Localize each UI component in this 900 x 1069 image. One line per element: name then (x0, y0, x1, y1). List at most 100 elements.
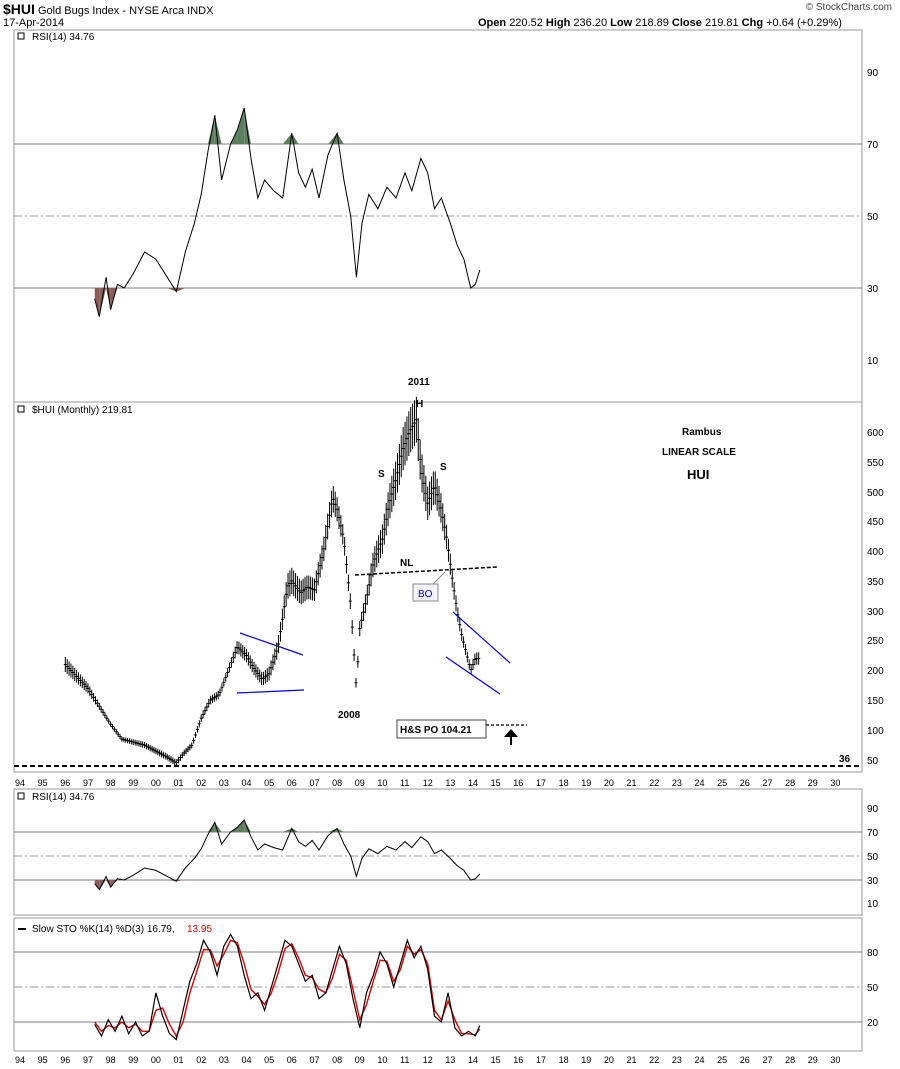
rsi-bottom-tick: 30 (867, 876, 879, 887)
x-axis-tick: 26 (740, 1055, 750, 1065)
price-tick: 150 (867, 696, 884, 707)
price-tick: 300 (867, 607, 884, 618)
sto-tick: 50 (867, 983, 879, 994)
x-axis-tick: 01 (174, 1055, 184, 1065)
x-axis-tick: 17 (536, 778, 546, 788)
x-axis-tick: 29 (808, 778, 818, 788)
sto-k-line (94, 933, 481, 1041)
close-label: Close (671, 17, 702, 29)
rsi-bottom-tick: 50 (867, 852, 879, 863)
x-axis-tick: 14 (468, 778, 478, 788)
rsi-overbought-fill (328, 133, 338, 144)
x-axis-bottom: 94 95 96 97 98 99 00 01 02 03 04 05 06 07 08 09 10 11 12 13… (15, 1055, 840, 1065)
x-axis-tick: 21 (627, 1055, 637, 1065)
x-axis-tick: 11 (400, 778, 409, 788)
chg-value: +0.64 (+0.29%) (766, 17, 842, 29)
rsi-bottom-tick: 90 (867, 804, 879, 815)
x-axis-tick: 20 (604, 1055, 614, 1065)
rsi-oversold-fill (94, 880, 100, 890)
x-axis-tick: 11 (400, 1055, 409, 1065)
x-axis-tick: 17 (536, 1055, 546, 1065)
x-axis-tick: 15 (491, 1055, 501, 1065)
x-axis-tick: 18 (559, 1055, 569, 1065)
rsi-overbought-fill (244, 108, 252, 144)
price-objective-box (396, 719, 487, 739)
x-axis-tick: 05 (264, 1055, 274, 1065)
stockcharts-credit: © StockCharts.com (805, 2, 892, 13)
open-label: Open (478, 17, 507, 29)
rsi-top-line (94, 107, 481, 317)
chart-date: 17-Apr-2014 (3, 17, 65, 29)
x-axis-middle: 94 95 96 97 98 99 00 01 02 03 04 05 06 07 08 09 10 11 12 13… (15, 778, 840, 788)
rsi-overbought-fill (237, 820, 245, 832)
x-axis-tick: 12 (423, 778, 433, 788)
rsi-top-label-icon (17, 32, 25, 40)
chg-label: Chg (741, 17, 764, 29)
low-value: 218.89 (635, 17, 669, 29)
year-2011-label: 2011 (408, 377, 430, 388)
head-label: H (416, 399, 423, 410)
channel-lower-trendline (445, 656, 501, 695)
x-axis-tick: 95 (38, 778, 48, 788)
x-axis-tick: 95 (38, 1055, 48, 1065)
x-axis-tick: 07 (309, 1055, 319, 1065)
x-axis-tick: 19 (581, 1055, 591, 1065)
x-axis-tick: 30 (830, 778, 840, 788)
x-axis-tick: 24 (695, 1055, 705, 1065)
plot-layer (63, 107, 481, 1041)
breakout-callout-pointer (432, 571, 446, 585)
rsi-bottom-tick: 70 (867, 828, 879, 839)
level-36-label: 36 (839, 754, 851, 765)
chart-header-left: $HUI Gold Bugs Index - NYSE Arca INDX (3, 1, 213, 17)
x-axis-tick: 09 (355, 1055, 365, 1065)
x-axis-tick: 14 (468, 1055, 478, 1065)
x-axis-tick: 08 (332, 778, 342, 788)
sto-tick: 80 (867, 948, 879, 959)
price-label-icon (17, 405, 25, 413)
price-tick: 550 (867, 458, 884, 469)
x-axis-tick: 06 (287, 1055, 297, 1065)
x-axis-tick: 21 (627, 778, 637, 788)
x-axis-tick: 02 (196, 778, 206, 788)
x-axis-tick: 25 (717, 1055, 727, 1065)
rsi-top-tick: 50 (867, 212, 879, 223)
breakout-callout (412, 583, 439, 602)
x-axis-tick: 24 (695, 778, 705, 788)
x-axis-tick: 06 (287, 778, 297, 788)
x-axis-tick: 04 (242, 778, 252, 788)
ohlc-readout: Open 220.52 High 236.20 Low 218.89 Close… (478, 17, 842, 29)
rsi-oversold-fill (106, 880, 111, 888)
author-label: Rambus (682, 427, 722, 438)
x-axis-tick: 22 (649, 1055, 659, 1065)
x-axis-tick: 15 (491, 778, 501, 788)
flag-upper-trendline (239, 632, 304, 656)
x-axis-tick: 08 (332, 1055, 342, 1065)
rsi-overbought-fill (328, 828, 338, 832)
rsi-bottom-tick: 10 (867, 899, 879, 910)
neckline-label: NL (400, 558, 413, 569)
x-axis-tick: 30 (830, 1055, 840, 1065)
price-panel (13, 401, 863, 773)
x-axis-tick: 99 (128, 778, 138, 788)
year-2008-label: 2008 (338, 710, 361, 721)
high-value: 236.20 (573, 17, 608, 29)
rsi-bottom-label: RSI(14) 34.76 (32, 792, 95, 803)
close-value: 219.81 (704, 17, 739, 29)
symbol-label: HUI (687, 467, 709, 482)
rsi-bottom-panel (13, 788, 863, 916)
rsi-oversold-fill (176, 288, 186, 292)
price-tick: 600 (867, 428, 884, 439)
price-tick: 350 (867, 577, 884, 588)
x-axis-tick: 98 (106, 1055, 116, 1065)
rsi-oversold-fill (106, 288, 111, 310)
channel-upper-trendline (452, 611, 511, 664)
price-tick: 100 (867, 726, 884, 737)
rsi-overbought-fill (282, 828, 292, 832)
x-axis-tick: 27 (762, 778, 772, 788)
x-axis-tick: 07 (309, 778, 319, 788)
x-axis-tick: 29 (808, 1055, 818, 1065)
x-axis-tick: 01 (174, 778, 184, 788)
rsi-top-label: RSI(14) 34.76 (32, 32, 95, 43)
sto-label-k: Slow STO %K(14) %D(3) 16.79, (32, 924, 175, 935)
